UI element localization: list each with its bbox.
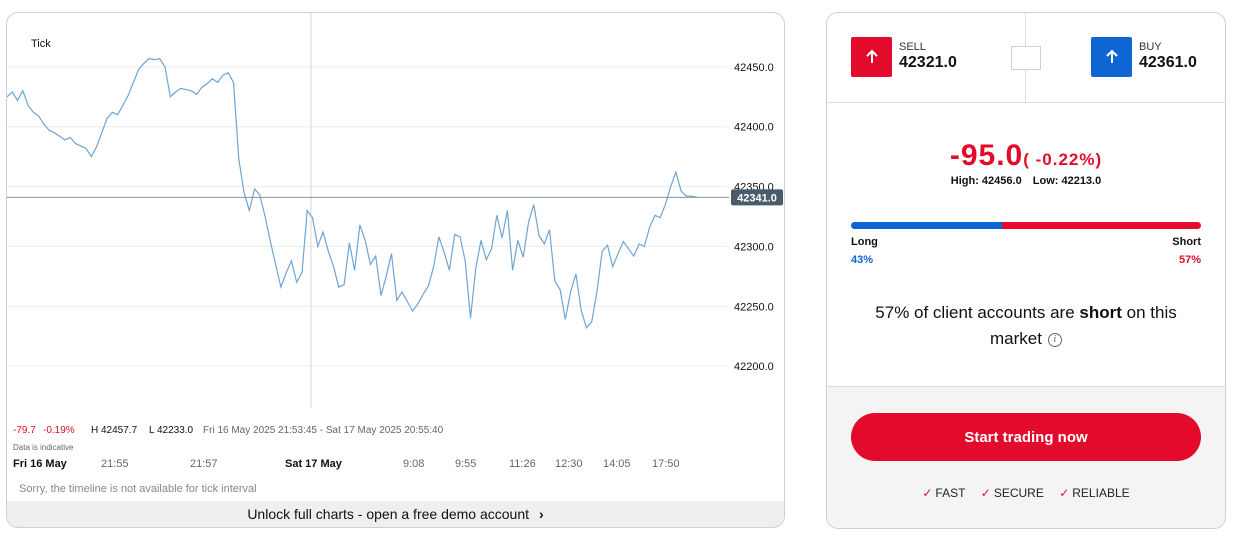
x-tick-label: 12:30 <box>555 458 583 470</box>
y-tick-label: 42450.0 <box>734 62 774 74</box>
high-low: High: 42456.0 Low: 42213.0 <box>827 175 1225 187</box>
feature-label: SECURE <box>993 486 1044 500</box>
high-value: High: 42456.0 <box>950 175 1022 187</box>
x-tick-label: 9:55 <box>455 458 476 470</box>
check-icon: ✓ <box>1059 486 1070 500</box>
feature-fast: ✓ FAST <box>922 486 965 500</box>
action-area: Start trading now ✓ FAST ✓ SECURE ✓ RELIABL… <box>827 386 1225 528</box>
y-tick-label: 42400.0 <box>734 122 774 134</box>
x-tick-label: 11:26 <box>509 458 536 470</box>
stat-low: L 42233.0 <box>149 425 194 436</box>
x-tick-label: Sat 17 May <box>285 458 343 470</box>
low-value: Low: 42213.0 <box>1032 175 1102 187</box>
buy-button[interactable]: BUY 42361.0 <box>1091 37 1197 77</box>
sentiment-long-fill <box>851 222 1002 229</box>
stat-change: -79.7 <box>13 425 36 436</box>
feature-list: ✓ FAST ✓ SECURE ✓ RELIABLE <box>827 486 1225 500</box>
long-pct: 43% <box>851 254 874 266</box>
current-price-value: 42341.0 <box>737 192 777 204</box>
sentiment-text-pre: 57% of client accounts are <box>875 303 1080 322</box>
price-change: -95.0( -0.22%) <box>827 139 1225 173</box>
price-series-line <box>7 57 698 330</box>
stat-high: H 42457.7 <box>91 425 138 436</box>
x-tick-label: 17:50 <box>652 458 680 470</box>
interval-label: Tick <box>31 38 51 50</box>
price-chart: Tick 42450.042400.042350.042300.042250.0… <box>7 13 783 495</box>
feature-reliable: ✓ RELIABLE <box>1059 486 1129 500</box>
change-pct: ( -0.22%) <box>1023 150 1103 169</box>
sell-label: SELL <box>899 41 926 53</box>
feature-label: FAST <box>935 486 966 500</box>
stat-range: Fri 16 May 2025 21:53:45 - Sat 17 May 20… <box>203 425 444 436</box>
price-chart-card: Tick 42450.0 42400.0 42350.0 42300.0 42250.0… <box>6 12 785 528</box>
arrow-up-icon <box>1091 37 1132 77</box>
check-icon: ✓ <box>922 486 933 500</box>
chevron-right-icon: › <box>539 506 544 522</box>
buy-price: 42361.0 <box>1139 54 1197 71</box>
sentiment-text-post: on this market <box>990 303 1177 348</box>
sentiment-bar <box>851 222 1201 229</box>
info-icon[interactable]: i <box>1047 333 1062 347</box>
y-tick-label: 42250.0 <box>734 301 774 313</box>
x-tick-label: 14:05 <box>603 458 631 470</box>
buy-label: BUY <box>1139 41 1162 53</box>
stat-change-pct: -0.19% <box>43 425 75 436</box>
feature-secure: ✓ SECURE <box>981 486 1044 500</box>
price-row: SELL 42321.0 BUY 42361.0 <box>827 13 1225 103</box>
unlock-charts-link[interactable]: Unlock full charts - open a free demo ac… <box>7 501 784 527</box>
current-price-tag: 42341.0 <box>731 189 783 206</box>
sell-price: 42321.0 <box>899 54 957 71</box>
x-tick-label: 21:57 <box>190 458 218 470</box>
long-label: Long <box>851 236 878 248</box>
feature-label: RELIABLE <box>1072 486 1130 500</box>
sentiment-text-bold: short <box>1079 303 1122 322</box>
sentiment-short-fill <box>1001 222 1201 229</box>
short-pct: 57% <box>1178 254 1201 266</box>
indicative-note: Data is indicative <box>13 443 74 452</box>
y-tick-label: 42200.0 <box>734 361 774 373</box>
change-value: -95.0 <box>949 139 1024 172</box>
chart-stats: -79.7 -0.19% H 42457.7 L 42233.0 Fri 16 … <box>13 425 444 452</box>
sell-button[interactable]: SELL 42321.0 <box>851 37 957 77</box>
timeline-note: Sorry, the timeline is not available for… <box>19 483 257 495</box>
x-tick-label: 21:55 <box>101 458 129 470</box>
x-tick-label: Fri 16 May <box>13 458 68 470</box>
arrow-up-icon <box>851 37 892 77</box>
y-tick-label: 42300.0 <box>734 241 774 253</box>
check-icon: ✓ <box>980 486 991 500</box>
unlock-charts-text: Unlock full charts - open a free demo ac… <box>247 506 530 522</box>
start-trading-button[interactable]: Start trading now <box>851 413 1201 461</box>
x-tick-label: 9:08 <box>403 458 424 470</box>
spread-box <box>1011 46 1041 70</box>
trade-panel: SELL 42321.0 BUY 42361.0 -95.0( -0.22%) … <box>826 12 1226 529</box>
short-label: Short <box>1172 236 1201 248</box>
sentiment-text: 57% of client accounts are short on this… <box>851 300 1201 352</box>
